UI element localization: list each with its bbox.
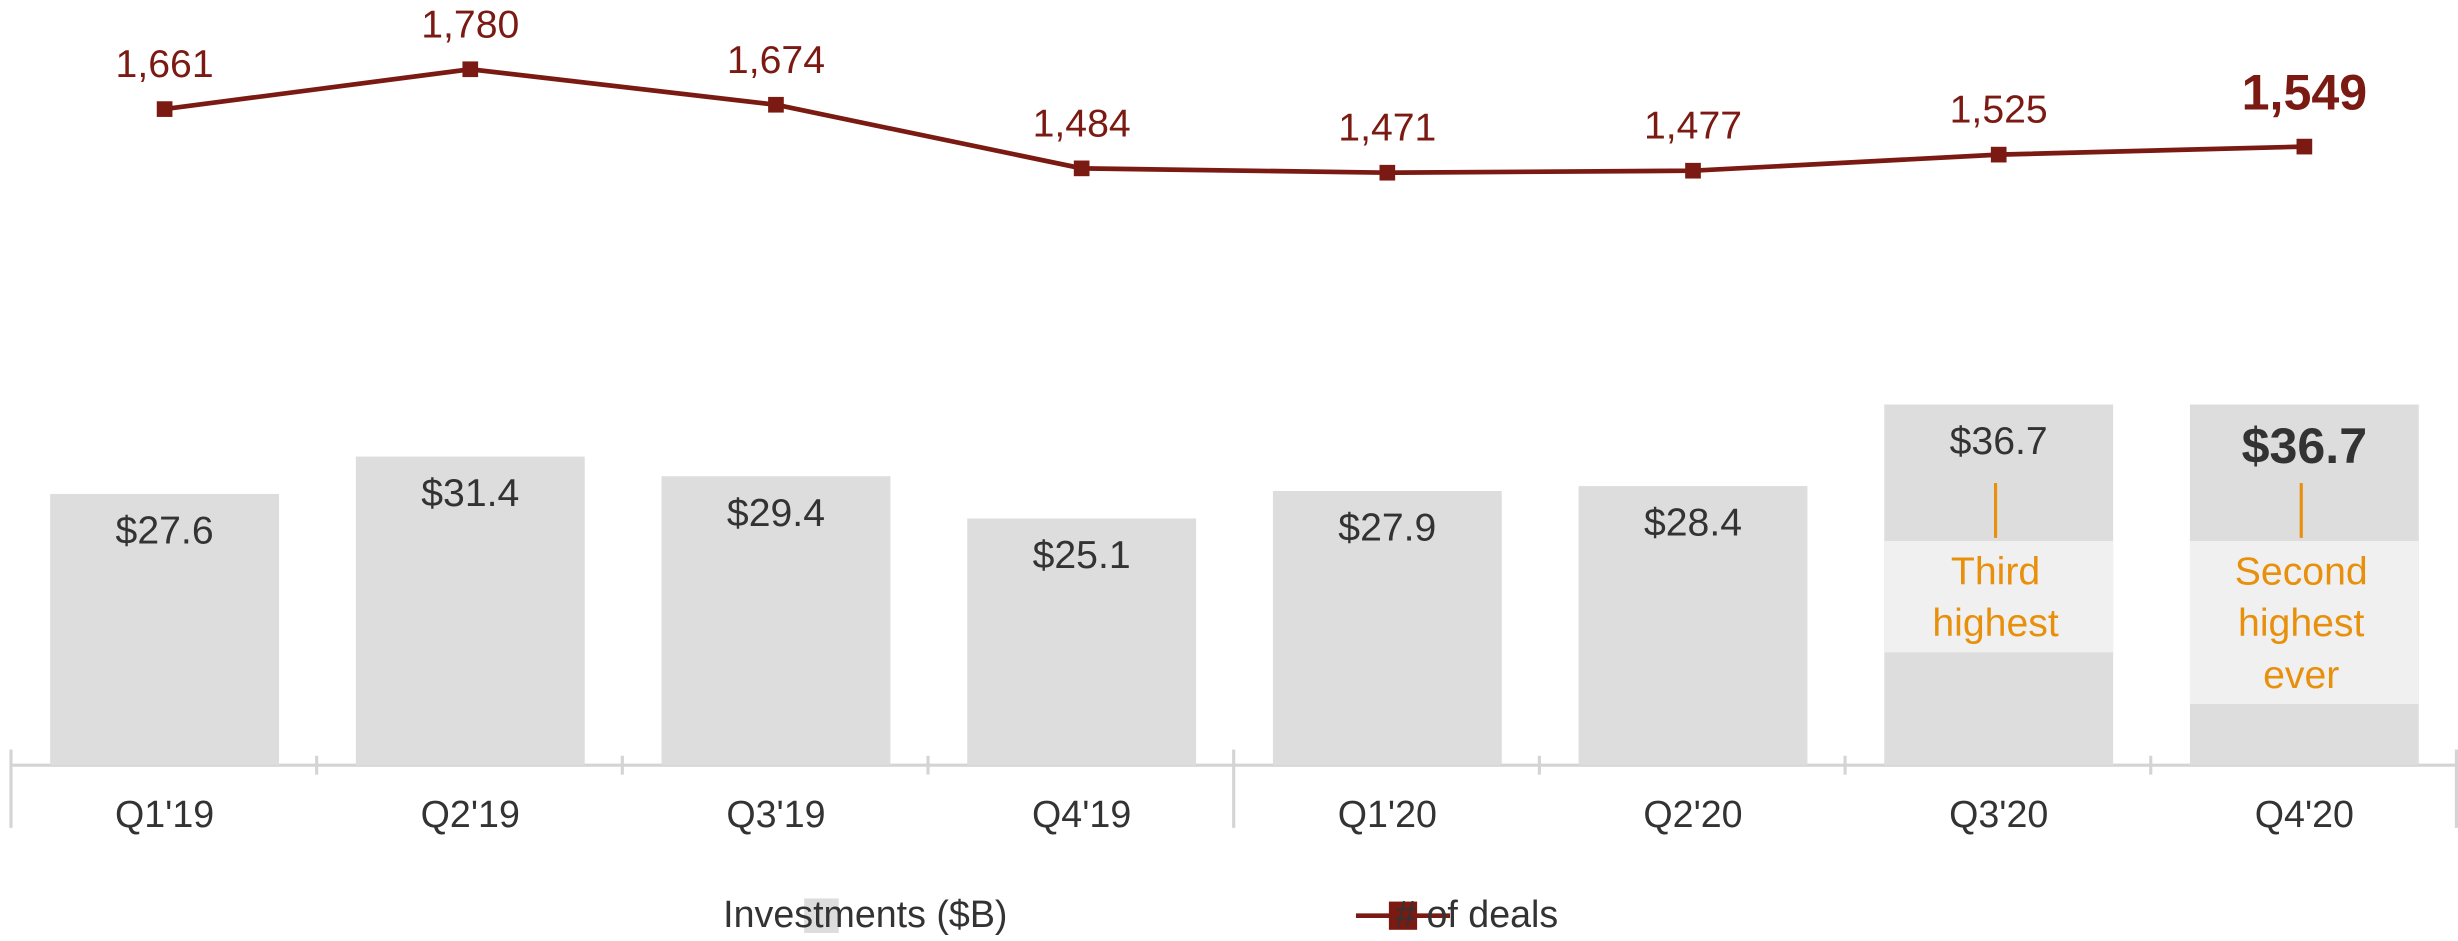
x-tick-label: Q1'19 bbox=[115, 793, 214, 835]
bar bbox=[661, 476, 891, 766]
x-tick-label: Q3'19 bbox=[726, 793, 825, 835]
x-tick-label: Q4'20 bbox=[2255, 793, 2354, 835]
x-tick-label: Q2'20 bbox=[1643, 793, 1742, 835]
line-marker bbox=[1685, 162, 1701, 179]
line-marker bbox=[768, 96, 784, 113]
annotation-box bbox=[2189, 541, 2419, 705]
line-marker bbox=[156, 101, 173, 117]
legend-swatch bbox=[804, 898, 839, 933]
line-value-label: 1,471 bbox=[1338, 107, 1436, 150]
line-marker bbox=[1073, 160, 1090, 177]
line-value-label: 1,674 bbox=[727, 39, 825, 82]
line-value-label: 1,525 bbox=[1950, 89, 2048, 132]
bar bbox=[355, 456, 585, 766]
x-tick-label: Q1'20 bbox=[1338, 793, 1437, 835]
line-marker bbox=[2296, 138, 2313, 155]
line-value-label: 1,661 bbox=[116, 43, 214, 86]
bar-value-label: $27.9 bbox=[1338, 507, 1436, 550]
line-marker bbox=[1990, 146, 2007, 163]
bar-value-label: $31.4 bbox=[421, 472, 519, 515]
line-marker bbox=[1379, 164, 1396, 181]
line-marker bbox=[462, 61, 479, 78]
bar-value-label: $28.4 bbox=[1644, 502, 1742, 545]
legend-label: Investments ($B) bbox=[723, 893, 1007, 935]
legend-label: # of deals bbox=[1395, 893, 1558, 935]
line-value-label: 1,780 bbox=[421, 3, 519, 46]
line bbox=[164, 66, 2305, 176]
bar bbox=[1578, 486, 1808, 766]
x-tick-label: Q3'20 bbox=[1949, 793, 2048, 835]
annotation-box bbox=[1884, 541, 2114, 653]
bar-value-label: $25.1 bbox=[1033, 534, 1131, 577]
annotation: Third bbox=[1951, 550, 2040, 593]
x-tick-label: Q2'19 bbox=[421, 793, 520, 835]
bar-value-label: $36.7 bbox=[2242, 418, 2368, 474]
line-value-label: 1,477 bbox=[1644, 105, 1742, 148]
x-tick-label: Q4'19 bbox=[1032, 793, 1131, 835]
bar-value-label: $29.4 bbox=[727, 492, 825, 535]
bar-value-label: $27.6 bbox=[116, 509, 214, 552]
legend-marker bbox=[1388, 901, 1418, 930]
annotation: ever bbox=[2263, 654, 2339, 697]
line-value-label: 1,484 bbox=[1033, 102, 1131, 145]
annotation: Second bbox=[2235, 550, 2368, 593]
annotation: highest bbox=[2238, 602, 2364, 645]
line-value-label: 1,549 bbox=[2242, 65, 2368, 121]
annotation: highest bbox=[1932, 602, 2058, 645]
bar-value-label: $36.7 bbox=[1950, 420, 2048, 463]
bar bbox=[967, 518, 1197, 766]
bar bbox=[50, 493, 280, 766]
bar bbox=[1272, 490, 1502, 766]
